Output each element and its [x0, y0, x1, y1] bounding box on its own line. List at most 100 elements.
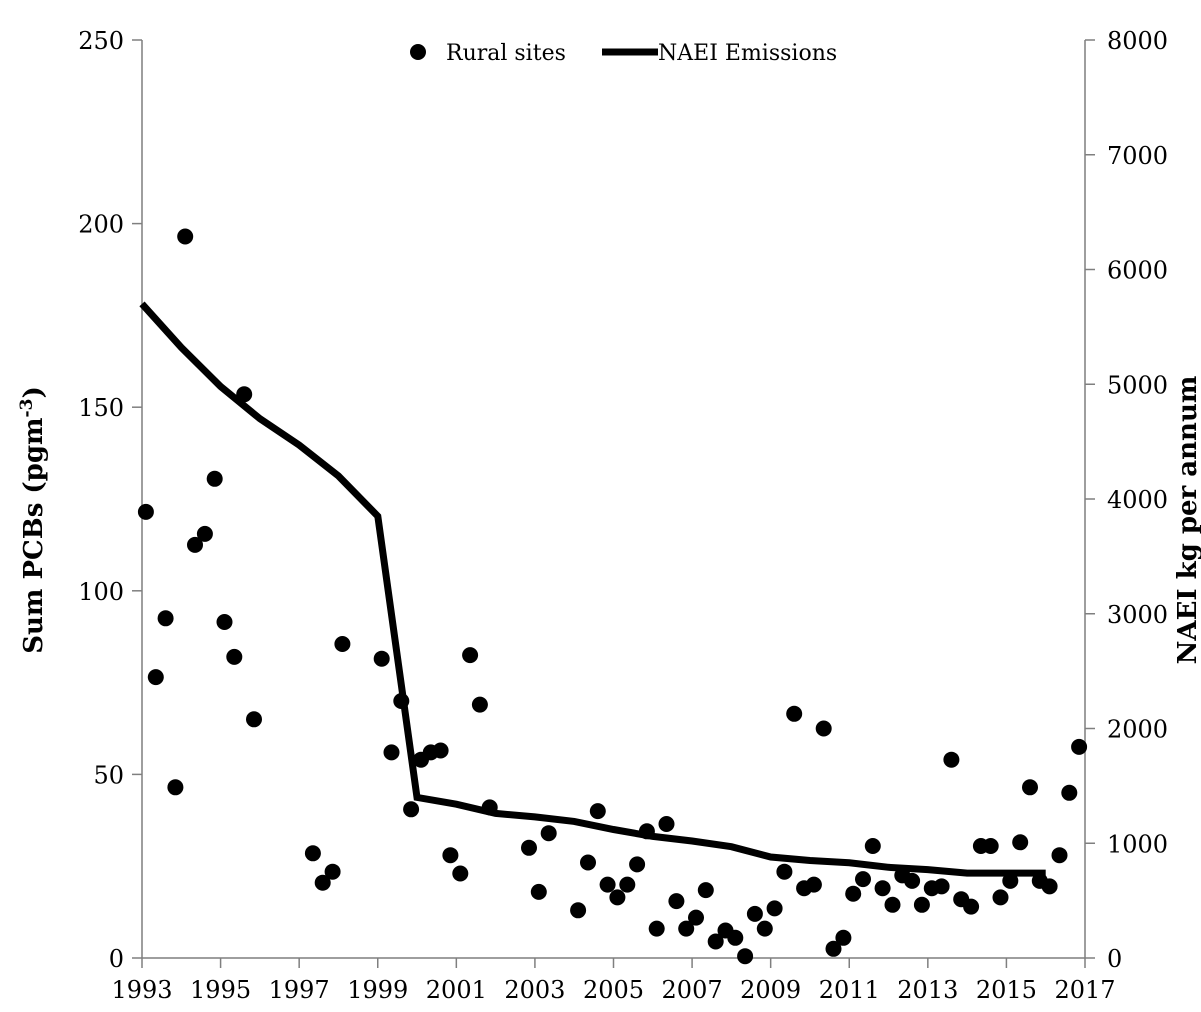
rural-sites-point — [737, 948, 754, 965]
rural-sites-point — [697, 882, 714, 899]
left-axis-title: Sum PCBs (pgm-3) — [17, 386, 49, 654]
rural-sites-point — [855, 871, 871, 888]
rural-sites-point — [334, 636, 351, 652]
right-y-tick-label: 6000 — [1107, 257, 1168, 285]
right-y-tick-label: 0 — [1107, 945, 1122, 973]
right-y-tick-label: 7000 — [1107, 142, 1168, 170]
left-y-tick-label: 200 — [78, 211, 124, 239]
rural-sites-point — [147, 669, 164, 686]
rural-sites-point — [442, 847, 459, 864]
rural-sites-point — [462, 647, 479, 664]
rural-sites-point — [776, 863, 793, 880]
rural-sites-point — [904, 872, 921, 889]
x-tick-label: 2011 — [819, 976, 880, 1004]
rural-sites-point — [668, 893, 685, 910]
left-y-tick-label: 150 — [78, 394, 124, 422]
rural-sites-point — [756, 920, 773, 937]
x-tick-label: 1997 — [269, 976, 330, 1004]
rural-sites-point — [943, 751, 960, 768]
rural-sites-point — [815, 720, 832, 737]
rural-sites-point — [1041, 878, 1058, 895]
x-tick-label: 2009 — [740, 976, 801, 1004]
rural-sites-point — [864, 838, 881, 854]
rural-sites-point — [452, 865, 469, 882]
x-tick-label: 2017 — [1054, 976, 1115, 1004]
rural-sites-point — [992, 889, 1009, 906]
rural-sites-point — [540, 825, 557, 842]
x-tick-label: 1995 — [190, 976, 251, 1004]
rural-sites-point — [580, 854, 596, 871]
rural-sites-point — [786, 705, 803, 722]
rural-sites-point — [933, 878, 950, 895]
rural-sites-point — [530, 883, 547, 900]
rural-sites-point — [648, 920, 665, 937]
rural-sites-point — [805, 876, 822, 893]
x-tick-label: 2001 — [426, 976, 487, 1004]
rural-sites-point — [157, 610, 174, 627]
rural-sites-point — [137, 503, 154, 520]
rural-sites-point — [1002, 872, 1019, 889]
rural-sites-point — [393, 693, 410, 709]
left-y-tick-label: 0 — [109, 945, 124, 973]
rural-sites-point — [236, 386, 253, 403]
rural-sites-point — [599, 876, 616, 893]
rural-sites-point — [629, 856, 646, 873]
rural-sites-point — [481, 799, 498, 816]
right-y-tick-label: 2000 — [1107, 716, 1168, 744]
rural-sites-point — [167, 779, 184, 796]
x-tick-label: 2015 — [976, 976, 1037, 1004]
rural-sites-point — [678, 920, 695, 937]
legend: Rural sites NAEI Emissions — [410, 41, 837, 66]
rural-sites-point — [766, 900, 783, 917]
rural-sites-point — [373, 650, 390, 667]
rural-sites-point — [1022, 779, 1038, 796]
rural-sites-point — [589, 803, 606, 820]
right-y-tick-label: 8000 — [1107, 27, 1168, 55]
rural-sites-point — [432, 742, 449, 759]
rural-sites-point — [707, 933, 724, 950]
legend-label-rural-sites: Rural sites — [446, 41, 566, 66]
rural-sites-point — [1051, 847, 1068, 864]
rural-sites-point — [609, 889, 626, 906]
right-axis-title: NAEI kg per annum — [1173, 376, 1201, 665]
rural-sites-point — [825, 940, 842, 957]
left-y-tick-label: 100 — [78, 578, 124, 606]
rural-sites-point — [216, 614, 233, 630]
rural-sites-point — [324, 863, 341, 880]
rural-sites-point — [638, 823, 655, 840]
right-y-axis-ticks: 0 1000 2000 3000 4000 5000 6000 7000 8000 — [1085, 27, 1168, 973]
rural-sites-point — [521, 839, 537, 856]
rural-sites-point — [206, 470, 223, 487]
x-tick-label: 1993 — [111, 976, 172, 1004]
rural-sites-point — [570, 902, 587, 919]
rural-sites-point — [963, 898, 980, 915]
left-y-axis-ticks: 0 50 100 150 200 250 — [78, 27, 142, 973]
rural-sites-point — [658, 816, 675, 832]
rural-sites-point — [196, 525, 213, 542]
rural-sites-point — [982, 838, 999, 854]
rural-sites-point — [383, 744, 400, 761]
rural-sites-point — [246, 711, 262, 728]
rural-sites-point — [226, 648, 243, 665]
x-tick-label: 2007 — [662, 976, 723, 1004]
rural-sites-point — [1071, 738, 1088, 755]
right-y-tick-label: 4000 — [1107, 486, 1168, 514]
rural-sites-point — [727, 929, 744, 946]
x-tick-label: 2003 — [504, 976, 565, 1004]
right-y-tick-label: 5000 — [1107, 371, 1168, 399]
rural-sites-point — [884, 896, 901, 913]
rural-sites-point — [874, 880, 891, 897]
rural-sites-point — [1012, 834, 1029, 851]
right-y-tick-label: 1000 — [1107, 830, 1168, 858]
x-tick-label: 1999 — [347, 976, 408, 1004]
rural-sites-point — [403, 801, 420, 818]
rural-sites-point — [471, 696, 488, 713]
rural-sites-point — [688, 909, 704, 926]
legend-label-naei-emissions: NAEI Emissions — [658, 41, 837, 66]
rural-sites-point — [835, 929, 852, 946]
rural-sites-point — [177, 228, 194, 245]
right-y-tick-label: 3000 — [1107, 601, 1168, 629]
rural-sites-point — [845, 885, 862, 902]
